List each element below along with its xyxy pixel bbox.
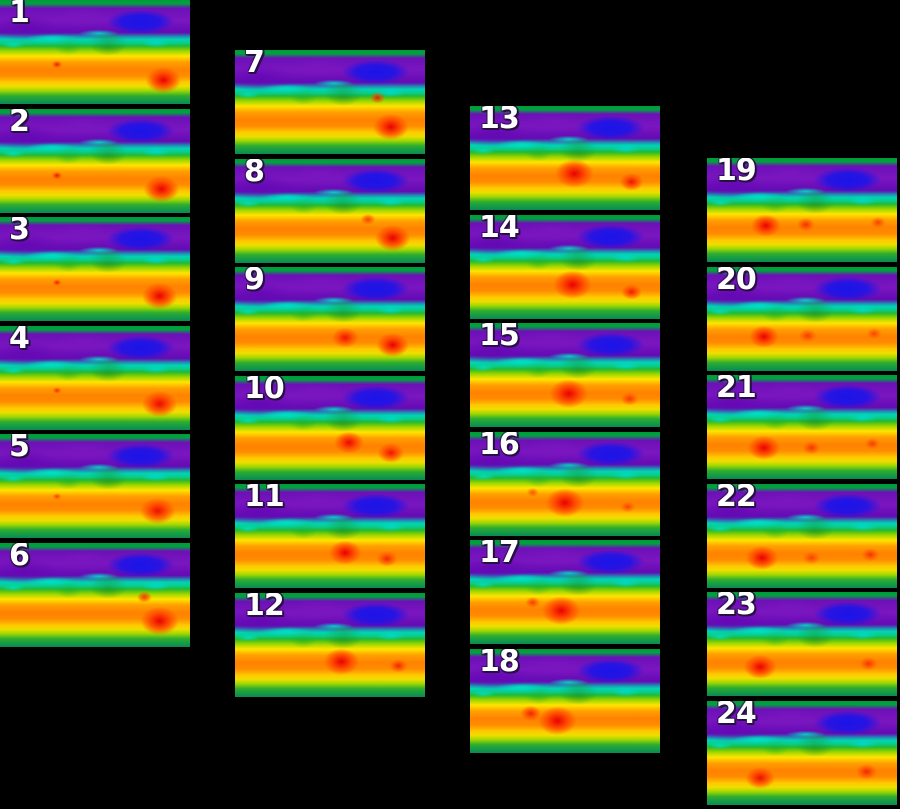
map-frame-19: 19 bbox=[707, 158, 897, 262]
map-frame-11: 11 bbox=[235, 484, 425, 588]
frame-number-label: 20 bbox=[716, 267, 757, 297]
frame-number-label: 4 bbox=[9, 326, 30, 356]
frame-number-label: 3 bbox=[9, 217, 30, 247]
map-frame-10: 10 bbox=[235, 376, 425, 480]
map-frame-6: 6 bbox=[0, 543, 190, 647]
map-frame-2: 2 bbox=[0, 109, 190, 213]
frame-number-label: 6 bbox=[9, 543, 30, 573]
map-frame-9: 9 bbox=[235, 267, 425, 371]
frame-number-label: 1 bbox=[9, 0, 30, 30]
map-frame-18: 18 bbox=[470, 649, 660, 753]
frame-number-label: 10 bbox=[244, 376, 285, 406]
frame-number-label: 14 bbox=[479, 215, 520, 245]
frame-number-label: 24 bbox=[716, 701, 757, 731]
map-frame-21: 21 bbox=[707, 375, 897, 479]
frame-number-label: 12 bbox=[244, 593, 285, 623]
frame-number-label: 7 bbox=[244, 50, 265, 80]
frame-number-label: 2 bbox=[9, 109, 30, 139]
frame-number-label: 13 bbox=[479, 106, 520, 136]
frame-number-label: 22 bbox=[716, 484, 757, 514]
frame-number-label: 15 bbox=[479, 323, 520, 353]
map-frame-12: 12 bbox=[235, 593, 425, 697]
map-frame-24: 24 bbox=[707, 701, 897, 805]
map-frame-3: 3 bbox=[0, 217, 190, 321]
frame-number-label: 9 bbox=[244, 267, 265, 297]
frame-number-label: 23 bbox=[716, 592, 757, 622]
frame-number-label: 11 bbox=[244, 484, 285, 514]
map-frame-22: 22 bbox=[707, 484, 897, 588]
map-frame-1: 1 bbox=[0, 0, 190, 104]
frame-number-label: 21 bbox=[716, 375, 757, 405]
frame-number-label: 18 bbox=[479, 649, 520, 679]
map-frame-7: 7 bbox=[235, 50, 425, 154]
map-frame-15: 15 bbox=[470, 323, 660, 427]
frame-number-label: 5 bbox=[9, 434, 30, 464]
map-frame-23: 23 bbox=[707, 592, 897, 696]
map-frame-13: 13 bbox=[470, 106, 660, 210]
map-frame-16: 16 bbox=[470, 432, 660, 536]
map-frame-17: 17 bbox=[470, 540, 660, 644]
frame-number-label: 8 bbox=[244, 159, 265, 189]
map-frame-5: 5 bbox=[0, 434, 190, 538]
frame-number-label: 19 bbox=[716, 158, 757, 188]
frame-number-label: 17 bbox=[479, 540, 520, 570]
map-frame-20: 20 bbox=[707, 267, 897, 371]
map-frame-8: 8 bbox=[235, 159, 425, 263]
frame-number-label: 16 bbox=[479, 432, 520, 462]
map-frame-14: 14 bbox=[470, 215, 660, 319]
map-frame-4: 4 bbox=[0, 326, 190, 430]
